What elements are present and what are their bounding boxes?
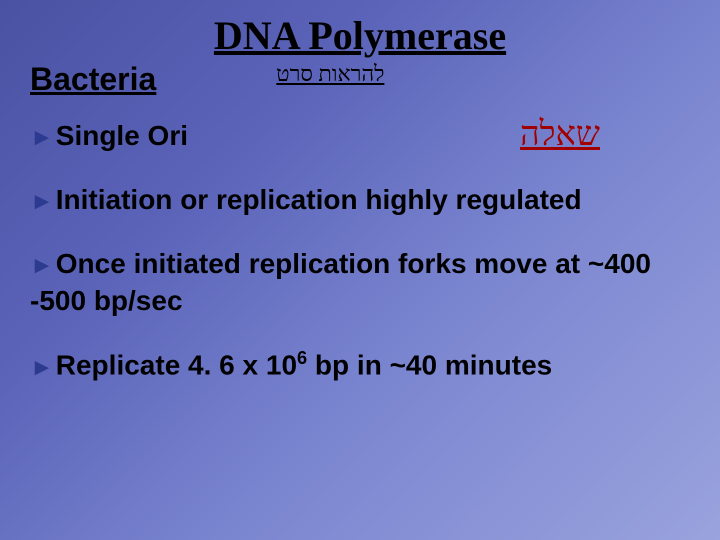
subtitle-bacteria: Bacteria xyxy=(30,61,156,98)
bullet-text-4a: Replicate 4. 6 x 10 xyxy=(56,350,297,381)
bullet-row-1: ►Single Ori שאלה xyxy=(30,116,690,155)
bullet-superscript: 6 xyxy=(297,348,307,368)
bullet-text-1: Single Ori xyxy=(56,120,188,151)
bullet-row-3: ►Once initiated replication forks move a… xyxy=(30,245,690,321)
video-link[interactable]: להראות סרט xyxy=(276,61,384,87)
bullet-arrow-icon: ► xyxy=(30,252,54,279)
bullet-arrow-icon: ► xyxy=(30,188,54,215)
bullet-text-3: Once initiated replication forks move at… xyxy=(30,248,651,317)
question-link[interactable]: שאלה xyxy=(520,116,600,154)
bullet-text-4b: bp in ~40 minutes xyxy=(307,350,552,381)
bullet-text-2: Initiation or replication highly regulat… xyxy=(56,184,582,215)
header-row: Bacteria להראות סרט xyxy=(30,61,690,98)
bullet-row-4: ►Replicate 4. 6 x 106 bp in ~40 minutes xyxy=(30,346,690,384)
bullet-arrow-icon: ► xyxy=(30,124,54,151)
slide-title: DNA Polymerase xyxy=(30,12,690,59)
bullet-arrow-icon: ► xyxy=(30,354,54,381)
bullet-row-2: ►Initiation or replication highly regula… xyxy=(30,181,690,219)
